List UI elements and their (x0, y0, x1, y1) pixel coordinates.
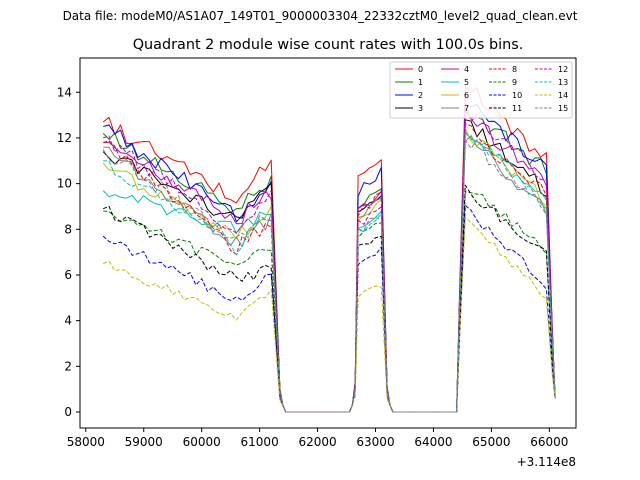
x-tick-label: 65000 (472, 435, 510, 449)
legend-item-10: 10 (489, 91, 522, 100)
x-tick-label: 58000 (67, 435, 105, 449)
legend-label: 6 (464, 91, 469, 100)
suptitle: Data file: modeM0/AS1A07_149T01_90000033… (63, 9, 578, 23)
chart-title: Quadrant 2 module wise count rates with … (133, 37, 524, 53)
legend-label: 4 (464, 65, 469, 74)
legend-label: 10 (512, 91, 522, 100)
y-tick-label: 6 (64, 268, 72, 282)
x-tick-label: 61000 (241, 435, 279, 449)
legend-label: 1 (418, 78, 423, 87)
x-tick-label: 60000 (183, 435, 221, 449)
x-tick-label: 64000 (414, 435, 452, 449)
x-axis: 58000 59000 60000 61000 62000 63000 64000 65000… (67, 428, 568, 449)
legend-item-14: 14 (535, 91, 568, 100)
legend-label: 9 (512, 78, 517, 87)
legend-item-7: 7 (441, 104, 469, 113)
legend-item-1: 1 (395, 78, 423, 87)
legend-item-15: 15 (535, 104, 568, 113)
x-offset-label: +3.114e8 (517, 455, 576, 469)
y-tick-label: 0 (64, 405, 72, 419)
y-tick-label: 4 (64, 314, 72, 328)
axes-frame (79, 57, 577, 429)
legend-item-2: 2 (395, 91, 423, 100)
legend-label: 0 (418, 65, 423, 74)
legend-item-3: 3 (395, 104, 423, 113)
legend-item-6: 6 (441, 91, 469, 100)
legend-item-4: 4 (441, 65, 469, 74)
legend-frame (389, 61, 573, 119)
legend-item-5: 5 (441, 78, 469, 87)
y-tick-label: 12 (57, 131, 72, 145)
legend-label: 11 (512, 104, 522, 113)
y-tick-label: 2 (64, 359, 72, 373)
legend-label: 3 (418, 104, 423, 113)
legend-label: 2 (418, 91, 423, 100)
legend-label: 8 (512, 65, 517, 74)
y-tick-label: 14 (57, 85, 72, 99)
legend-item-8: 8 (489, 65, 517, 74)
series-line-15 (102, 139, 556, 413)
legend-item-9: 9 (489, 78, 517, 87)
legend-label: 13 (558, 78, 568, 87)
legend-label: 14 (558, 91, 568, 100)
legend-label: 12 (558, 65, 568, 74)
legend-item-12: 12 (535, 65, 568, 74)
legend-item-11: 11 (489, 104, 522, 113)
plot-lines (102, 85, 556, 413)
x-tick-label: 62000 (298, 435, 336, 449)
y-tick-label: 10 (57, 177, 72, 191)
y-tick-label: 8 (64, 222, 72, 236)
legend-label: 15 (558, 104, 568, 113)
legend-label: 7 (464, 104, 469, 113)
legend-item-13: 13 (535, 78, 568, 87)
y-axis: 0 2 4 6 8 10 12 14 (57, 85, 80, 419)
legend-label: 5 (464, 78, 469, 87)
legend-item-0: 0 (395, 65, 423, 74)
x-tick-label: 63000 (356, 435, 394, 449)
x-tick-label: 66000 (530, 435, 568, 449)
x-tick-label: 59000 (125, 435, 163, 449)
